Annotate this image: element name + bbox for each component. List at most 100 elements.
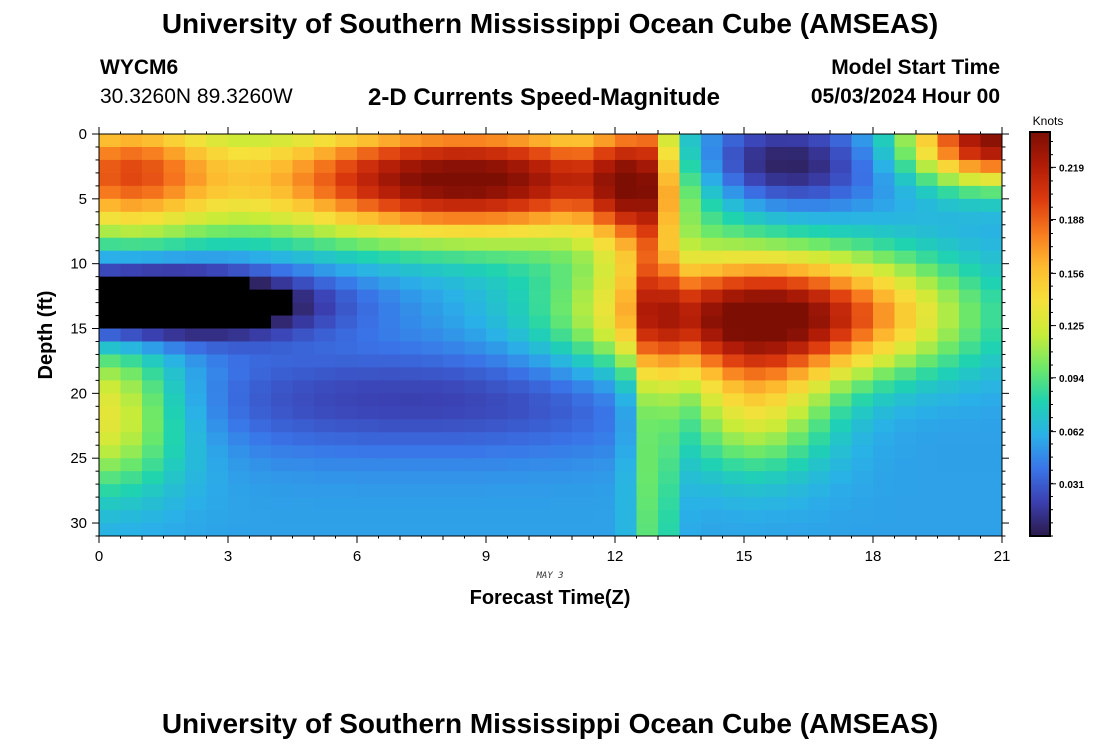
heatmap-cell [787,302,809,316]
station-coordinates: 30.3260N 89.3260W [100,85,293,108]
heatmap-cell [486,250,508,265]
heatmap-cell [679,185,702,200]
heatmap-cell [443,341,465,355]
heatmap-cell [378,510,401,524]
heatmap-cell [292,484,315,498]
heatmap-cell [99,315,121,329]
heatmap-cell [636,276,659,291]
heatmap-cell [378,432,401,446]
heatmap-cell [894,159,917,174]
heatmap-cell [894,471,917,485]
heatmap-cell [529,393,551,407]
heatmap-cell [507,263,530,278]
heatmap-cell [894,237,917,252]
heatmap-cell [271,380,293,394]
heatmap-cell [615,237,637,252]
heatmap-cell [572,380,594,394]
heatmap-cell [636,185,659,200]
heatmap-cell [658,458,680,472]
heatmap-cell [830,484,852,498]
heatmap-cell [378,250,401,265]
heatmap-cell [421,458,444,472]
heatmap-cell [292,367,315,381]
heatmap-cell [185,289,207,303]
heatmap-cell [916,419,938,433]
heatmap-cell [185,432,207,446]
heatmap-cell [959,432,981,446]
heatmap-cell [572,211,594,226]
heatmap-cell [249,328,272,342]
heatmap-cell [916,523,938,537]
heatmap-cell [572,302,594,316]
heatmap-cell [357,146,379,161]
heatmap-cell [228,523,250,537]
heatmap-cell [120,276,143,291]
heatmap-cell [808,263,831,278]
heatmap-cell [314,445,336,459]
heatmap-cell [744,341,766,355]
heatmap-cell [937,432,960,446]
heatmap-cell [722,510,745,524]
heatmap-cell [400,445,422,459]
heatmap-cell [765,497,788,511]
heatmap-cell [529,185,551,200]
heatmap-cell [744,185,766,200]
heatmap-cell [830,134,852,148]
heatmap-cell [572,471,594,485]
heatmap-cell [808,406,831,420]
heatmap-cell [980,328,1003,342]
heatmap-cell [357,497,379,511]
heatmap-cell [421,185,444,200]
heatmap-cell [572,134,594,148]
heatmap-cell [292,211,315,226]
heatmap-cell [550,159,573,174]
heatmap-cell [701,484,723,498]
heatmap-cell [249,211,272,226]
heatmap-cell [421,198,444,213]
heatmap-cell [185,380,207,394]
heatmap-cell [99,224,121,239]
heatmap-cell [249,146,272,161]
colorbar-tick-label: 0.031 [1059,480,1084,491]
heatmap-cell [486,198,508,213]
heatmap-cell [980,523,1003,537]
heatmap-cell [378,263,401,278]
heatmap-cell [593,198,616,213]
heatmap-cell [163,406,186,420]
heatmap-cell [335,134,358,148]
model-start-label: Model Start Time [831,56,1000,79]
heatmap-cell [163,172,186,187]
heatmap-cell [228,250,250,265]
heatmap-cell [593,159,616,174]
heatmap-cell [271,458,293,472]
y-axis-title: Depth (ft) [35,291,57,380]
heatmap-cell [529,263,551,278]
heatmap-cell [572,432,594,446]
heatmap-cell [228,289,250,303]
heatmap-cell [335,237,358,252]
heatmap-cell [980,198,1003,213]
heatmap-cell [464,380,487,394]
heatmap-cell [765,432,788,446]
heatmap-cell [787,250,809,265]
heatmap-cell [142,172,164,187]
heatmap-cell [357,315,379,329]
heatmap-cell [916,432,938,446]
heatmap-cell [357,471,379,485]
heatmap-cell [400,510,422,524]
heatmap-cell [765,302,788,316]
heatmap-cell [765,146,788,161]
heatmap-cell [464,263,487,278]
heatmap-cell [120,432,143,446]
heatmap-cell [292,328,315,342]
heatmap-cell [249,185,272,200]
heatmap-cell [744,172,766,187]
heatmap-cell [658,419,680,433]
heatmap-cell [550,237,573,252]
heatmap-cell [593,289,616,303]
heatmap-cell [550,276,573,291]
heatmap-cell [615,510,637,524]
heatmap-cell [658,185,680,200]
heatmap-cell [228,380,250,394]
heatmap-cell [314,237,336,252]
